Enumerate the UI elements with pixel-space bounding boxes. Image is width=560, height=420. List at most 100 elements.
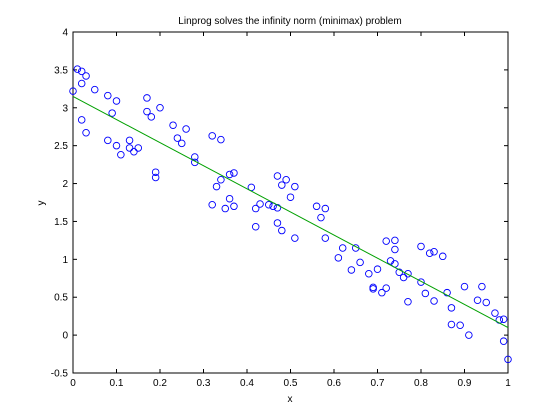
data-point bbox=[225, 194, 234, 203]
data-point bbox=[282, 176, 290, 184]
data-point bbox=[356, 258, 364, 267]
y-tick-label: 3.5 bbox=[54, 65, 68, 76]
x-tick-label: 0 bbox=[70, 378, 76, 389]
data-point bbox=[425, 249, 434, 258]
data-point bbox=[460, 282, 469, 291]
data-point bbox=[373, 265, 382, 273]
data-point bbox=[104, 136, 112, 145]
data-point bbox=[321, 234, 330, 242]
x-tick-label: 0.7 bbox=[371, 378, 385, 389]
y-axis-label: y bbox=[36, 201, 47, 206]
data-point bbox=[82, 129, 90, 137]
data-point bbox=[395, 268, 404, 276]
data-point bbox=[265, 201, 273, 209]
data-point bbox=[504, 355, 512, 364]
data-point bbox=[347, 266, 356, 274]
data-point bbox=[399, 273, 408, 282]
y-tick-label: 1 bbox=[62, 255, 68, 266]
data-point bbox=[430, 297, 438, 305]
x-axis-label: x bbox=[288, 394, 293, 405]
data-point bbox=[369, 285, 377, 293]
y-axis-ticks: -0.5 0 0.5 1 1.5 2 2.5 3 3.5 4 bbox=[51, 28, 508, 380]
data-point bbox=[391, 245, 399, 254]
data-point bbox=[230, 169, 238, 177]
data-point bbox=[169, 121, 177, 129]
data-point bbox=[382, 284, 390, 292]
data-point bbox=[491, 309, 499, 317]
data-point bbox=[143, 94, 151, 102]
data-point bbox=[230, 202, 238, 211]
data-point bbox=[273, 219, 282, 227]
data-point bbox=[338, 244, 347, 252]
data-point bbox=[430, 248, 438, 256]
y-tick-label: 0 bbox=[62, 331, 68, 342]
y-tick-label: 4 bbox=[62, 28, 68, 39]
data-point bbox=[251, 222, 260, 231]
data-point bbox=[108, 109, 116, 117]
data-point bbox=[417, 278, 425, 286]
data-point bbox=[90, 85, 99, 94]
data-point bbox=[77, 79, 86, 88]
data-point bbox=[130, 147, 138, 156]
data-point bbox=[208, 201, 216, 209]
data-point bbox=[143, 107, 151, 116]
data-point bbox=[125, 144, 134, 152]
x-tick-label: 0.6 bbox=[327, 378, 341, 389]
data-point bbox=[182, 125, 190, 133]
y-tick-label: 3 bbox=[62, 103, 68, 114]
x-tick-label: 1 bbox=[505, 378, 511, 389]
data-point bbox=[447, 304, 456, 312]
x-tick-label: 0.8 bbox=[414, 378, 428, 389]
data-point bbox=[151, 173, 160, 182]
data-point bbox=[134, 144, 142, 152]
data-point bbox=[321, 204, 330, 213]
series-layer bbox=[69, 65, 512, 364]
data-point bbox=[104, 91, 112, 100]
data-point bbox=[291, 182, 299, 191]
data-point bbox=[273, 172, 282, 180]
data-point bbox=[256, 200, 264, 208]
x-tick-label: 0.4 bbox=[240, 378, 254, 389]
data-point bbox=[278, 181, 286, 189]
data-point bbox=[447, 320, 456, 329]
data-point bbox=[177, 139, 186, 148]
data-point bbox=[499, 315, 508, 323]
data-point bbox=[478, 282, 486, 291]
data-point bbox=[473, 296, 482, 305]
data-point bbox=[217, 176, 225, 184]
data-point bbox=[286, 193, 295, 201]
data-point bbox=[456, 321, 464, 330]
data-point bbox=[191, 153, 199, 161]
data-point bbox=[421, 289, 430, 298]
data-point bbox=[173, 134, 182, 142]
data-point bbox=[417, 242, 425, 251]
data-point bbox=[221, 204, 229, 213]
data-point bbox=[117, 151, 125, 159]
data-point bbox=[73, 65, 82, 73]
data-point bbox=[482, 298, 491, 307]
data-point bbox=[208, 132, 216, 140]
x-tick-label: 0.5 bbox=[284, 378, 298, 389]
data-point bbox=[147, 113, 156, 121]
data-point bbox=[439, 252, 447, 261]
y-tick-label: 1.5 bbox=[54, 217, 68, 228]
data-point bbox=[365, 269, 373, 278]
data-point bbox=[391, 236, 399, 245]
data-point bbox=[465, 331, 473, 339]
data-point bbox=[278, 226, 286, 235]
data-point bbox=[291, 234, 299, 242]
data-point bbox=[225, 170, 234, 179]
y-tick-label: 0.5 bbox=[54, 293, 68, 304]
fit-line bbox=[72, 95, 509, 328]
data-point bbox=[404, 298, 412, 306]
data-point bbox=[212, 182, 221, 191]
data-point bbox=[151, 168, 160, 176]
data-point bbox=[334, 254, 343, 262]
plot-area bbox=[72, 31, 509, 374]
x-axis-ticks: 0 0.1 0.2 0.3 0.4 0.5 0.6 0.7 0.8 0.9 1 bbox=[70, 32, 511, 389]
data-point bbox=[77, 116, 86, 124]
data-point bbox=[404, 269, 412, 278]
y-tick-label: -0.5 bbox=[51, 369, 69, 380]
data-point bbox=[156, 104, 164, 112]
